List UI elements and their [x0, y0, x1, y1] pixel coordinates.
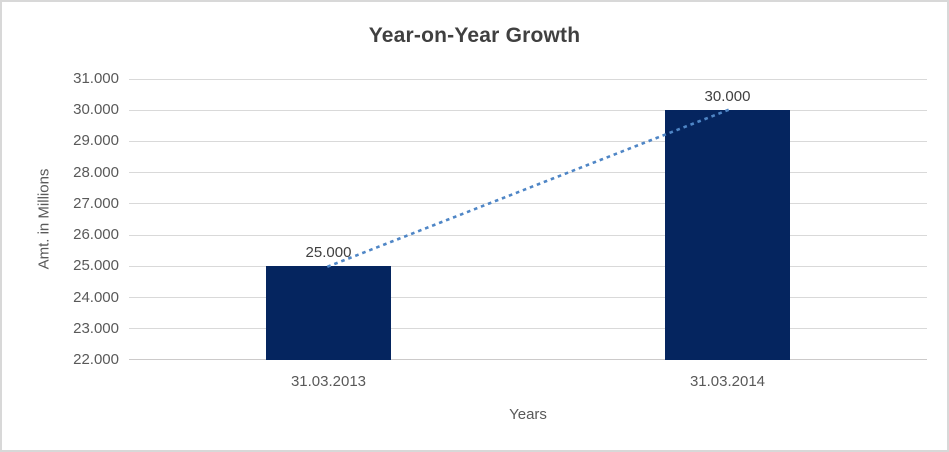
gridline — [129, 297, 927, 299]
y-tick-label: 28.000 — [73, 163, 119, 181]
y-tick-label: 26.000 — [73, 226, 119, 244]
gridline — [129, 203, 927, 205]
data-label: 25.000 — [305, 244, 352, 262]
gridline — [129, 140, 927, 142]
chart-title: Year-on-Year Growth — [368, 24, 581, 47]
x-axis-line — [129, 359, 927, 360]
y-tick-label: 29.000 — [73, 132, 119, 150]
y-axis-title: Amt. in Millions — [35, 168, 53, 270]
gridline — [129, 234, 927, 236]
gridline — [129, 328, 927, 330]
y-tick-label: 30.000 — [73, 101, 119, 119]
x-category-label: 31.03.2014 — [689, 373, 766, 390]
gridline — [129, 172, 927, 174]
x-axis-title: Years — [509, 406, 547, 423]
x-category-label: 31.03.2013 — [290, 373, 367, 390]
bar-31.03.2014[interactable] — [665, 110, 790, 360]
bar-31.03.2013[interactable] — [266, 266, 391, 360]
y-tick-label: 23.000 — [73, 319, 119, 337]
gridline — [129, 109, 927, 111]
gridline — [129, 78, 927, 80]
trendline[interactable] — [129, 79, 927, 360]
y-tick-label: 24.000 — [73, 288, 119, 306]
data-label: 30.000 — [704, 88, 751, 106]
y-tick-label: 22.000 — [73, 351, 119, 368]
y-tick-label: 27.000 — [73, 194, 119, 212]
y-tick-label: 31.000 — [73, 70, 119, 87]
gridline — [129, 265, 927, 267]
plot-area: 25.000 30.000 — [129, 78, 927, 360]
y-tick-label: 25.000 — [73, 257, 119, 275]
